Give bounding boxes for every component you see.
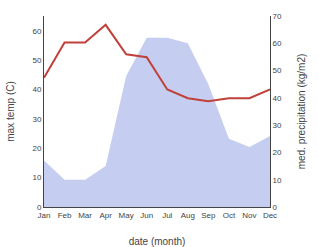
svg-text:Dec: Dec <box>263 211 277 220</box>
svg-text:Jul: Jul <box>162 211 172 220</box>
svg-text:30: 30 <box>273 121 282 130</box>
svg-text:date (month): date (month) <box>129 236 186 247</box>
svg-text:Aug: Aug <box>181 211 195 220</box>
svg-text:40: 40 <box>273 94 282 103</box>
svg-text:med. precipitation (kg/m2): med. precipitation (kg/m2) <box>296 54 307 170</box>
svg-text:Mar: Mar <box>78 211 92 220</box>
svg-text:30: 30 <box>32 115 41 124</box>
svg-text:Jan: Jan <box>38 211 51 220</box>
svg-text:60: 60 <box>32 26 41 35</box>
svg-text:20: 20 <box>273 148 282 157</box>
svg-text:20: 20 <box>32 144 41 153</box>
svg-text:60: 60 <box>273 39 282 48</box>
svg-text:Nov: Nov <box>242 211 256 220</box>
svg-text:50: 50 <box>273 66 282 75</box>
svg-text:max temp (C): max temp (C) <box>5 81 16 142</box>
svg-text:0: 0 <box>273 203 278 212</box>
svg-text:Sep: Sep <box>201 211 216 220</box>
svg-text:0: 0 <box>37 203 42 212</box>
svg-text:Oct: Oct <box>223 211 236 220</box>
svg-text:Feb: Feb <box>58 211 72 220</box>
svg-text:10: 10 <box>32 173 41 182</box>
svg-text:May: May <box>119 211 134 220</box>
svg-text:Apr: Apr <box>99 211 112 220</box>
svg-text:50: 50 <box>32 56 41 65</box>
svg-text:10: 10 <box>273 176 282 185</box>
svg-text:40: 40 <box>32 85 41 94</box>
svg-text:70: 70 <box>273 12 282 21</box>
svg-text:Jun: Jun <box>140 211 153 220</box>
